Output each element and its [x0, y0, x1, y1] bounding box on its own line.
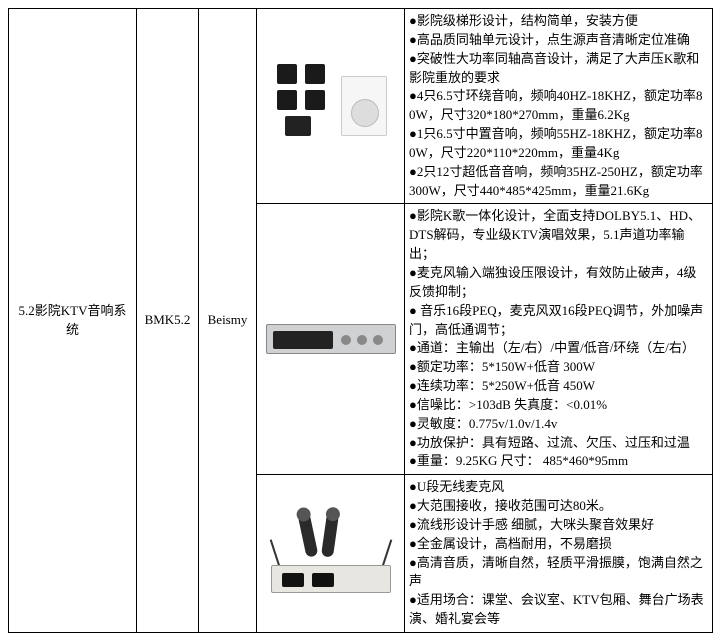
bullet: 大范围接收，接收范围可达80米。 [409, 497, 708, 516]
cell-product-brand: Beismy [199, 9, 257, 633]
bullet: 全金属设计，高档耐用，不易磨损 [409, 535, 708, 554]
bullet: 1只6.5寸中置音响，频响55HZ-18KHZ，额定功率80W，尺寸220*11… [409, 125, 708, 163]
cell-image-amplifier [257, 204, 405, 475]
cell-image-speakers [257, 9, 405, 204]
bullet: 音乐16段PEQ，麦克风双16段PEQ调节，外加噪声门，高低通调节； [409, 302, 708, 340]
bullet: 功放保护：具有短路、过流、欠压、过压和过温 [409, 434, 708, 453]
cell-desc-speakers: 影院级梯形设计，结构简单，安装方便 高品质同轴单元设计，点生源声音清晰定位准确 … [405, 9, 713, 204]
bullet: 影院K歌一体化设计，全面支持DOLBY5.1、HD、DTS解码，专业级KTV演唱… [409, 207, 708, 264]
bullet: 适用场合：课堂、会议室、KTV包厢、舞台广场表演、婚礼宴会等 [409, 591, 708, 629]
bullet: 重量：9.25KG 尺寸： 485*460*95mm [409, 452, 708, 471]
bullet: 连续功率：5*250W+低音 450W [409, 377, 708, 396]
bullet: 信噪比：>103dB 失真度：<0.01% [409, 396, 708, 415]
cell-desc-amplifier: 影院K歌一体化设计，全面支持DOLBY5.1、HD、DTS解码，专业级KTV演唱… [405, 204, 713, 475]
bullet: 麦克风输入端独设压限设计，有效防止破声，4级反馈抑制； [409, 264, 708, 302]
amplifier-illustration [266, 324, 396, 354]
microphone-illustration [266, 509, 396, 599]
bullet: 高品质同轴单元设计，点生源声音清晰定位准确 [409, 31, 708, 50]
bullet: 灵敏度：0.775v/1.0v/1.4v [409, 415, 708, 434]
product-spec-table: 5.2影院KTV音响系统 BMK5.2 Beismy 影院级梯形设计，结构简单，… [8, 8, 713, 633]
cell-desc-microphone: U段无线麦克风 大范围接收，接收范围可达80米。 流线形设计手感 细腻，大咪头聚… [405, 475, 713, 633]
bullet: 额定功率：5*150W+低音 300W [409, 358, 708, 377]
bullet: 影院级梯形设计，结构简单，安装方便 [409, 12, 708, 31]
speaker-set-illustration [271, 62, 391, 150]
bullet: 高清音质，清晰自然，轻质平滑振膜，饱满自然之声 [409, 554, 708, 592]
bullet: 突破性大功率同轴高音设计，满足了大声压K歌和影院重放的要求 [409, 50, 708, 88]
bullet: U段无线麦克风 [409, 478, 708, 497]
bullet: 4只6.5寸环绕音响，频响40HZ-18KHZ，额定功率80W，尺寸320*18… [409, 87, 708, 125]
cell-image-microphone [257, 475, 405, 633]
cell-product-name: 5.2影院KTV音响系统 [9, 9, 137, 633]
bullet: 通道：主输出（左/右）/中置/低音/环绕（左/右） [409, 339, 708, 358]
bullet: 流线形设计手感 细腻，大咪头聚音效果好 [409, 516, 708, 535]
cell-product-model: BMK5.2 [137, 9, 199, 633]
bullet: 2只12寸超低音音响，频响35HZ-250HZ，额定功率300W，尺寸440*4… [409, 163, 708, 201]
